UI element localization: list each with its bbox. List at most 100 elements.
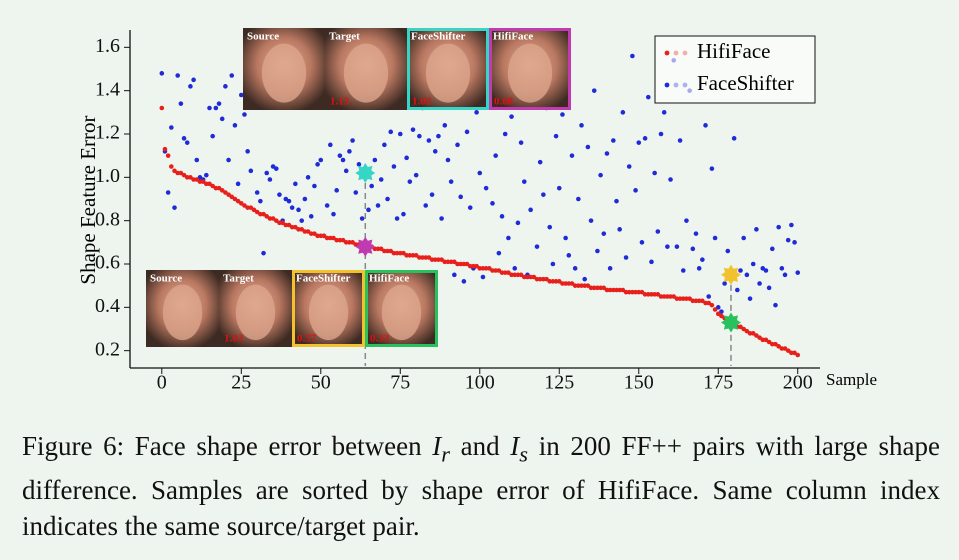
- point: [560, 281, 565, 286]
- point: [709, 166, 715, 171]
- point: [299, 218, 305, 223]
- x-tick-label: 25: [231, 372, 251, 394]
- point: [763, 268, 769, 273]
- point: [693, 231, 699, 236]
- point: [534, 244, 540, 249]
- point: [579, 283, 584, 288]
- point: [741, 235, 746, 241]
- point: [595, 285, 600, 291]
- point: [184, 140, 190, 145]
- point: [308, 214, 314, 219]
- point: [337, 237, 343, 243]
- point: [382, 248, 387, 254]
- point: [684, 296, 689, 301]
- point: [245, 205, 250, 210]
- point: [385, 248, 390, 254]
- point: [305, 175, 311, 180]
- y-tick-label: 0.2: [95, 338, 120, 360]
- point: [328, 235, 333, 241]
- face: [507, 43, 553, 103]
- tile-score: 0.57: [297, 333, 317, 345]
- point: [429, 192, 435, 197]
- face: [425, 43, 471, 103]
- point: [645, 292, 651, 297]
- point: [652, 292, 657, 297]
- point: [159, 71, 165, 76]
- point: [159, 105, 165, 111]
- legend-label: FaceShifter: [697, 71, 794, 95]
- point: [541, 192, 546, 197]
- point: [359, 216, 365, 221]
- point: [213, 105, 219, 111]
- face: [235, 284, 276, 341]
- point: [445, 259, 451, 265]
- point: [347, 149, 352, 154]
- point: [413, 172, 419, 178]
- point: [273, 166, 279, 171]
- point: [630, 289, 635, 295]
- point: [308, 231, 314, 236]
- tile-score: 0.33: [370, 333, 390, 345]
- point: [471, 263, 476, 269]
- point: [480, 274, 486, 280]
- face: [308, 284, 349, 341]
- point: [601, 231, 607, 236]
- point: [633, 188, 638, 193]
- point: [420, 255, 425, 260]
- point: [620, 110, 626, 115]
- point: [394, 250, 400, 256]
- point: [458, 261, 463, 267]
- point: [477, 170, 483, 176]
- point: [452, 272, 457, 278]
- point: [598, 285, 603, 291]
- point: [378, 177, 384, 182]
- point: [404, 155, 409, 161]
- point: [661, 110, 667, 115]
- legend-marker: [664, 82, 670, 88]
- point: [181, 136, 187, 141]
- point: [576, 196, 581, 202]
- point: [598, 172, 603, 178]
- point: [277, 192, 282, 197]
- point: [162, 146, 168, 152]
- point: [626, 164, 632, 169]
- point: [623, 255, 629, 260]
- point: [235, 181, 241, 187]
- point: [556, 185, 562, 191]
- point: [436, 257, 441, 262]
- point: [178, 101, 184, 106]
- point: [391, 164, 397, 169]
- point: [528, 207, 533, 213]
- point: [175, 170, 180, 176]
- point: [191, 177, 196, 182]
- tile-label: HifiFace: [369, 273, 409, 285]
- point: [245, 149, 250, 154]
- point: [334, 237, 339, 243]
- point: [353, 190, 359, 195]
- point: [709, 302, 715, 308]
- point: [518, 140, 524, 145]
- point: [766, 285, 772, 291]
- point: [458, 194, 463, 200]
- point: [340, 157, 346, 163]
- x-axis-label: Sample: [826, 370, 877, 389]
- point: [607, 266, 613, 271]
- point: [331, 211, 336, 217]
- face: [162, 284, 203, 341]
- x-tick-label: 100: [465, 372, 495, 394]
- point: [566, 281, 572, 286]
- tile-border: [365, 270, 438, 347]
- point: [591, 285, 597, 291]
- point: [509, 272, 514, 278]
- point: [385, 196, 390, 202]
- point: [773, 302, 778, 308]
- point: [757, 281, 762, 286]
- point: [324, 203, 330, 208]
- point: [343, 168, 349, 174]
- point: [502, 131, 508, 137]
- point: [267, 177, 273, 182]
- point: [770, 341, 775, 347]
- point: [572, 283, 578, 288]
- point: [674, 244, 680, 249]
